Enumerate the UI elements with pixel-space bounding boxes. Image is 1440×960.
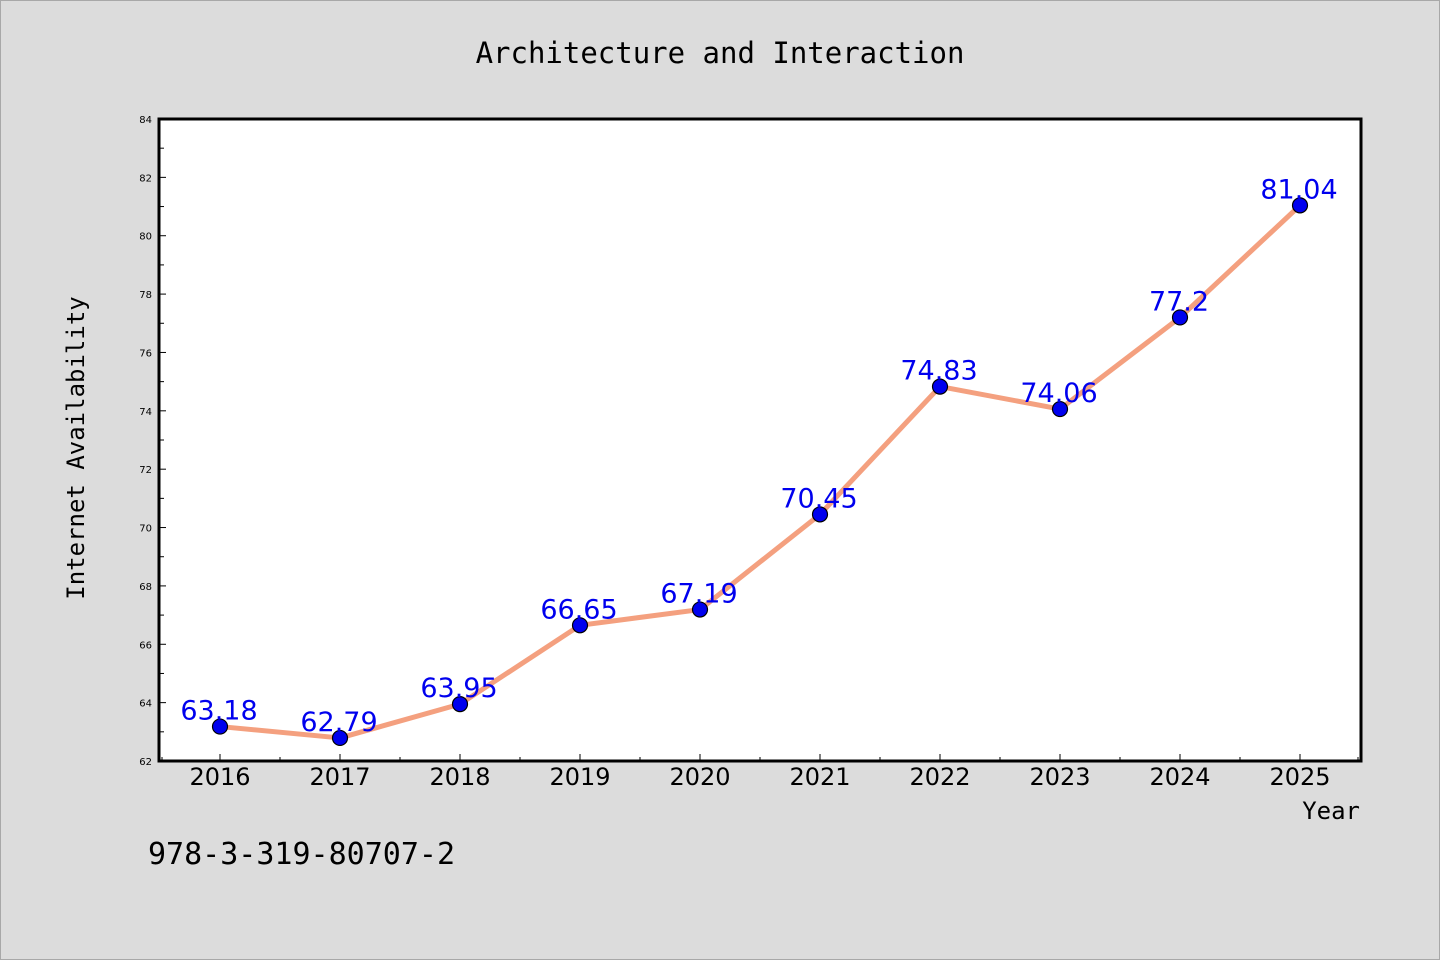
data-label: 74.83 [900, 356, 977, 387]
data-point [1051, 400, 1069, 418]
x-tick-label: 2016 [189, 763, 250, 791]
data-point [811, 506, 829, 523]
x-tick-label: 2019 [549, 763, 610, 791]
x-axis-ticks: 2016 2017 2018 2019 2020 2021 2022 2023 2024 2025 [161, 754, 1359, 791]
y-tick-label: 64 [139, 699, 152, 710]
data-label: 67.19 [660, 579, 737, 610]
x-tick-label: 2023 [1029, 763, 1090, 791]
series-layer: 63.18 62.79 63.95 66.65 67.19 70.45 74.83 74.06… [180, 174, 1338, 747]
y-axis-ticks: 62 64 66 68 70 72 74 76 78 80 82 84 [139, 115, 166, 768]
x-tick-label: 2017 [309, 763, 370, 791]
data-point [331, 729, 349, 747]
series-line [217, 202, 1303, 741]
y-tick-label: 74 [139, 407, 152, 418]
x-tick-label: 2020 [669, 763, 730, 791]
x-axis-label: Year [1302, 797, 1360, 825]
data-point [691, 601, 709, 618]
data-label: 81.04 [1260, 174, 1337, 205]
data-label: 63.18 [180, 696, 257, 727]
footer-identifier: 978-3-319-80707-2 [148, 837, 455, 872]
y-tick-label: 70 [139, 524, 152, 535]
data-point [1291, 197, 1309, 214]
chart-title: Architecture and Interaction [476, 36, 965, 70]
data-labels: 63.18 62.79 63.95 66.65 67.19 70.45 74.83 74.06… [180, 174, 1337, 738]
x-tick-label: 2025 [1269, 763, 1330, 791]
y-tick-label: 72 [139, 465, 152, 476]
y-tick-label: 62 [139, 757, 152, 768]
data-label: 66.65 [540, 594, 617, 625]
y-tick-label: 66 [139, 640, 152, 651]
data-label: 62.79 [300, 707, 377, 738]
x-tick-label: 2021 [789, 763, 850, 791]
y-tick-label: 68 [139, 582, 152, 593]
y-tick-label: 84 [139, 115, 152, 126]
x-tick-label: 2018 [429, 763, 490, 791]
y-tick-label: 80 [139, 232, 152, 243]
y-tick-label: 76 [139, 348, 152, 359]
data-point [571, 617, 589, 634]
data-point [931, 378, 949, 395]
x-tick-label: 2024 [1149, 763, 1210, 791]
series-markers [211, 197, 1309, 747]
data-label: 63.95 [420, 673, 497, 704]
data-label: 74.06 [1020, 378, 1097, 409]
data-point [1171, 309, 1189, 326]
y-axis-label: Internet Availability [62, 296, 90, 599]
plot-area [159, 119, 1361, 761]
x-tick-label: 2022 [909, 763, 970, 791]
data-label: 77.2 [1149, 286, 1209, 317]
y-tick-label: 78 [139, 290, 152, 301]
data-point [211, 718, 229, 735]
data-label: 70.45 [780, 483, 857, 514]
y-tick-label: 82 [139, 173, 152, 184]
data-point [451, 695, 469, 713]
plot-frame [157, 117, 1363, 763]
